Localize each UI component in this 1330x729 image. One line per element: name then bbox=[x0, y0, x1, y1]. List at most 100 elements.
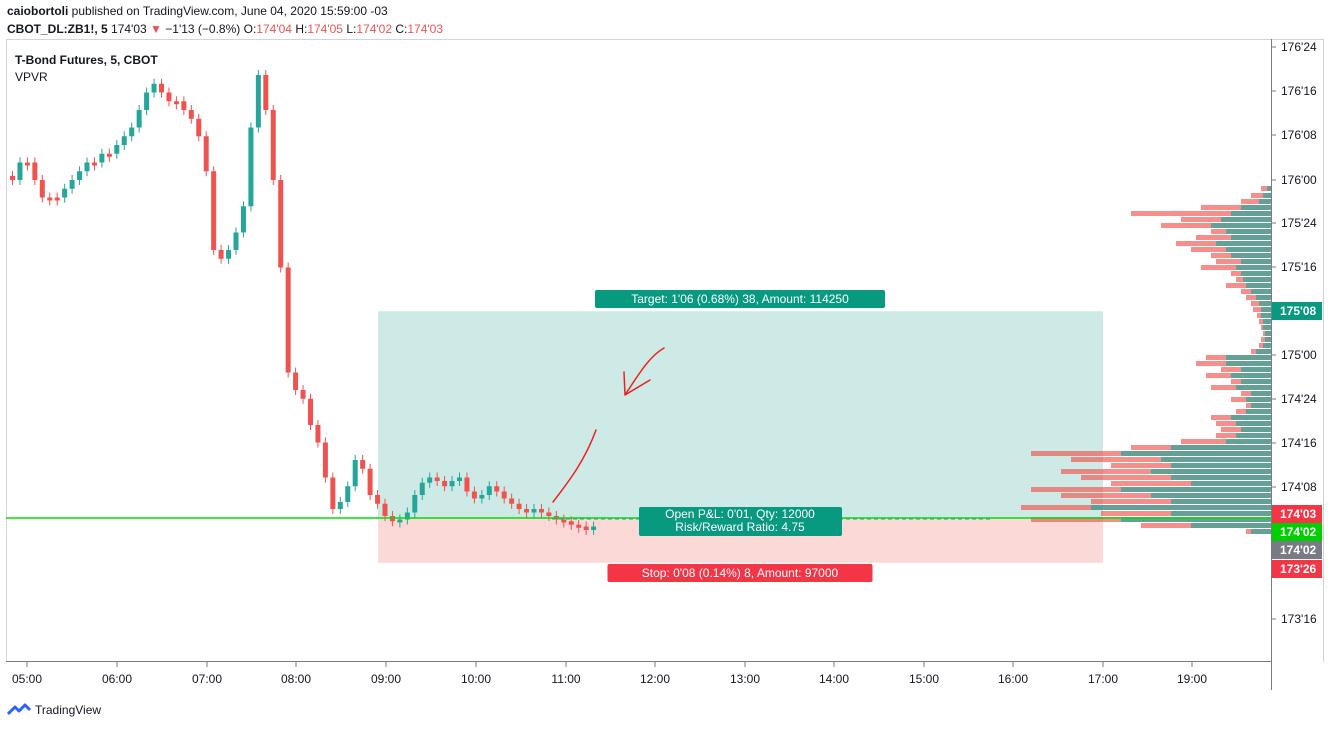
time-tick-label: 13:00 bbox=[730, 672, 760, 686]
price-tick-label: 176'24 bbox=[1281, 40, 1317, 54]
price-tick-label: 175'24 bbox=[1281, 216, 1317, 230]
vpvr-buy-bar bbox=[1221, 217, 1271, 222]
vpvr-buy-bar bbox=[1246, 409, 1271, 414]
candle-body bbox=[330, 477, 336, 509]
price-tick-label: 176'16 bbox=[1281, 84, 1317, 98]
candle-body bbox=[546, 512, 552, 516]
candle-body bbox=[248, 127, 254, 207]
candle-body bbox=[538, 509, 544, 513]
candle-body bbox=[144, 92, 150, 110]
price-badge-bg bbox=[1272, 302, 1322, 320]
series-title[interactable]: T-Bond Futures, 5, CBOT bbox=[15, 53, 158, 67]
vpvr-buy-bar bbox=[1121, 517, 1271, 522]
price-badge-label: 174'02 bbox=[1280, 525, 1317, 539]
target-label: Target: 1'06 (0.68%) 38, Amount: 114250 bbox=[631, 292, 849, 306]
candle-body bbox=[531, 509, 537, 513]
symbol-label: CBOT_DL:ZB1!, 5 bbox=[7, 22, 108, 36]
candle-body bbox=[434, 477, 440, 481]
vpvr-buy-bar bbox=[1241, 205, 1271, 210]
price-axis-border bbox=[1271, 39, 1272, 690]
vpvr-buy-bar bbox=[1251, 289, 1271, 294]
vpvr-buy-bar bbox=[1171, 445, 1271, 450]
close-label: C: bbox=[395, 22, 408, 36]
candle-body bbox=[516, 503, 522, 509]
price-badge-bg bbox=[1272, 523, 1322, 541]
vpvr-buy-bar bbox=[1265, 337, 1271, 342]
pnl-label: Open P&L: 0'01, Qty: 12000 bbox=[665, 507, 815, 521]
candle-body bbox=[397, 519, 403, 523]
candle-body bbox=[367, 468, 373, 495]
candle-body bbox=[203, 136, 209, 172]
stop-label-group: Stop: 0'08 (0.14%) 8, Amount: 97000 bbox=[607, 564, 873, 582]
candle-body bbox=[106, 153, 112, 157]
candle-body bbox=[136, 110, 142, 128]
time-tick-label: 12:00 bbox=[640, 672, 670, 686]
candle-body bbox=[226, 250, 232, 259]
published-text: published on TradingView.com, June 04, 2… bbox=[68, 4, 388, 18]
vpvr-buy-bar bbox=[1261, 307, 1271, 312]
vpvr-buy-bar bbox=[1171, 475, 1271, 480]
candle-body bbox=[255, 75, 261, 128]
time-tick-label: 08:00 bbox=[281, 672, 311, 686]
vpvr-buy-bar bbox=[1263, 319, 1271, 324]
candle-body bbox=[352, 460, 358, 487]
candle-body bbox=[300, 390, 306, 399]
low-label: L: bbox=[346, 22, 357, 36]
price-tick-label: 176'08 bbox=[1281, 128, 1317, 142]
vpvr-buy-bar bbox=[1263, 343, 1271, 348]
candle-body bbox=[576, 524, 582, 528]
time-tick-label: 19:00 bbox=[1177, 672, 1207, 686]
candle-body bbox=[181, 101, 187, 110]
time-tick-label: 09:00 bbox=[371, 672, 401, 686]
candle-body bbox=[240, 206, 246, 233]
candle-body bbox=[442, 481, 448, 487]
time-tick-label: 14:00 bbox=[819, 672, 849, 686]
candle-body bbox=[561, 519, 567, 523]
author-name[interactable]: caiobortoli bbox=[7, 4, 69, 18]
candle-body bbox=[464, 477, 470, 492]
target-label-bg bbox=[595, 290, 885, 308]
vpvr-buy-bar bbox=[1263, 193, 1271, 198]
candle-body bbox=[278, 180, 284, 268]
vpvr-sell-bar bbox=[1251, 193, 1271, 198]
price-tick-label: 176'00 bbox=[1281, 173, 1317, 187]
candle-body bbox=[501, 491, 507, 499]
stop-label: Stop: 0'08 (0.14%) 8, Amount: 97000 bbox=[642, 566, 839, 580]
annotation-curve bbox=[552, 429, 597, 503]
vpvr-buy-bar bbox=[1171, 499, 1271, 504]
vpvr-buy-bar bbox=[1231, 211, 1271, 216]
vpvr-sell-bar bbox=[1131, 211, 1271, 216]
pnl-box-bg bbox=[639, 507, 842, 536]
vpvr-buy-bar bbox=[1236, 433, 1271, 438]
candle-body bbox=[121, 136, 127, 145]
candle-body bbox=[99, 153, 105, 163]
time-tick-label: 15:00 bbox=[909, 672, 939, 686]
candle-body bbox=[211, 171, 217, 250]
candle-body bbox=[270, 110, 276, 180]
high-label: H: bbox=[295, 22, 308, 36]
high-value: 174'05 bbox=[307, 22, 343, 36]
candle-body bbox=[173, 101, 179, 105]
candle-body bbox=[10, 176, 15, 180]
symbol-quote-line: CBOT_DL:ZB1!, 5 174'03 ▼ −1'13 (−0.8%) O… bbox=[7, 22, 443, 36]
vpvr-buy-bar bbox=[1241, 271, 1271, 276]
candle-body bbox=[62, 188, 68, 198]
vpvr-buy-bar bbox=[1191, 481, 1271, 486]
target-label-group: Target: 1'06 (0.68%) 38, Amount: 114250 bbox=[595, 290, 885, 308]
indicator-label[interactable]: VPVR bbox=[15, 70, 48, 84]
candle-body bbox=[419, 482, 425, 495]
vpvr-buy-bar bbox=[1231, 415, 1271, 420]
candle-body bbox=[32, 162, 38, 180]
open-value: 174'04 bbox=[256, 22, 292, 36]
candle-body bbox=[263, 75, 269, 110]
tradingview-logo[interactable]: TradingView bbox=[7, 703, 101, 717]
candle-body bbox=[337, 502, 343, 509]
candle-body bbox=[84, 162, 90, 172]
vpvr-buy-bar bbox=[1236, 385, 1271, 390]
vpvr-buy-bar bbox=[1121, 487, 1271, 492]
vpvr-buy-bar bbox=[1236, 421, 1271, 426]
vpvr-buy-bar bbox=[1267, 186, 1271, 191]
candle-body bbox=[568, 521, 574, 525]
vpvr-buy-bar bbox=[1241, 379, 1271, 384]
